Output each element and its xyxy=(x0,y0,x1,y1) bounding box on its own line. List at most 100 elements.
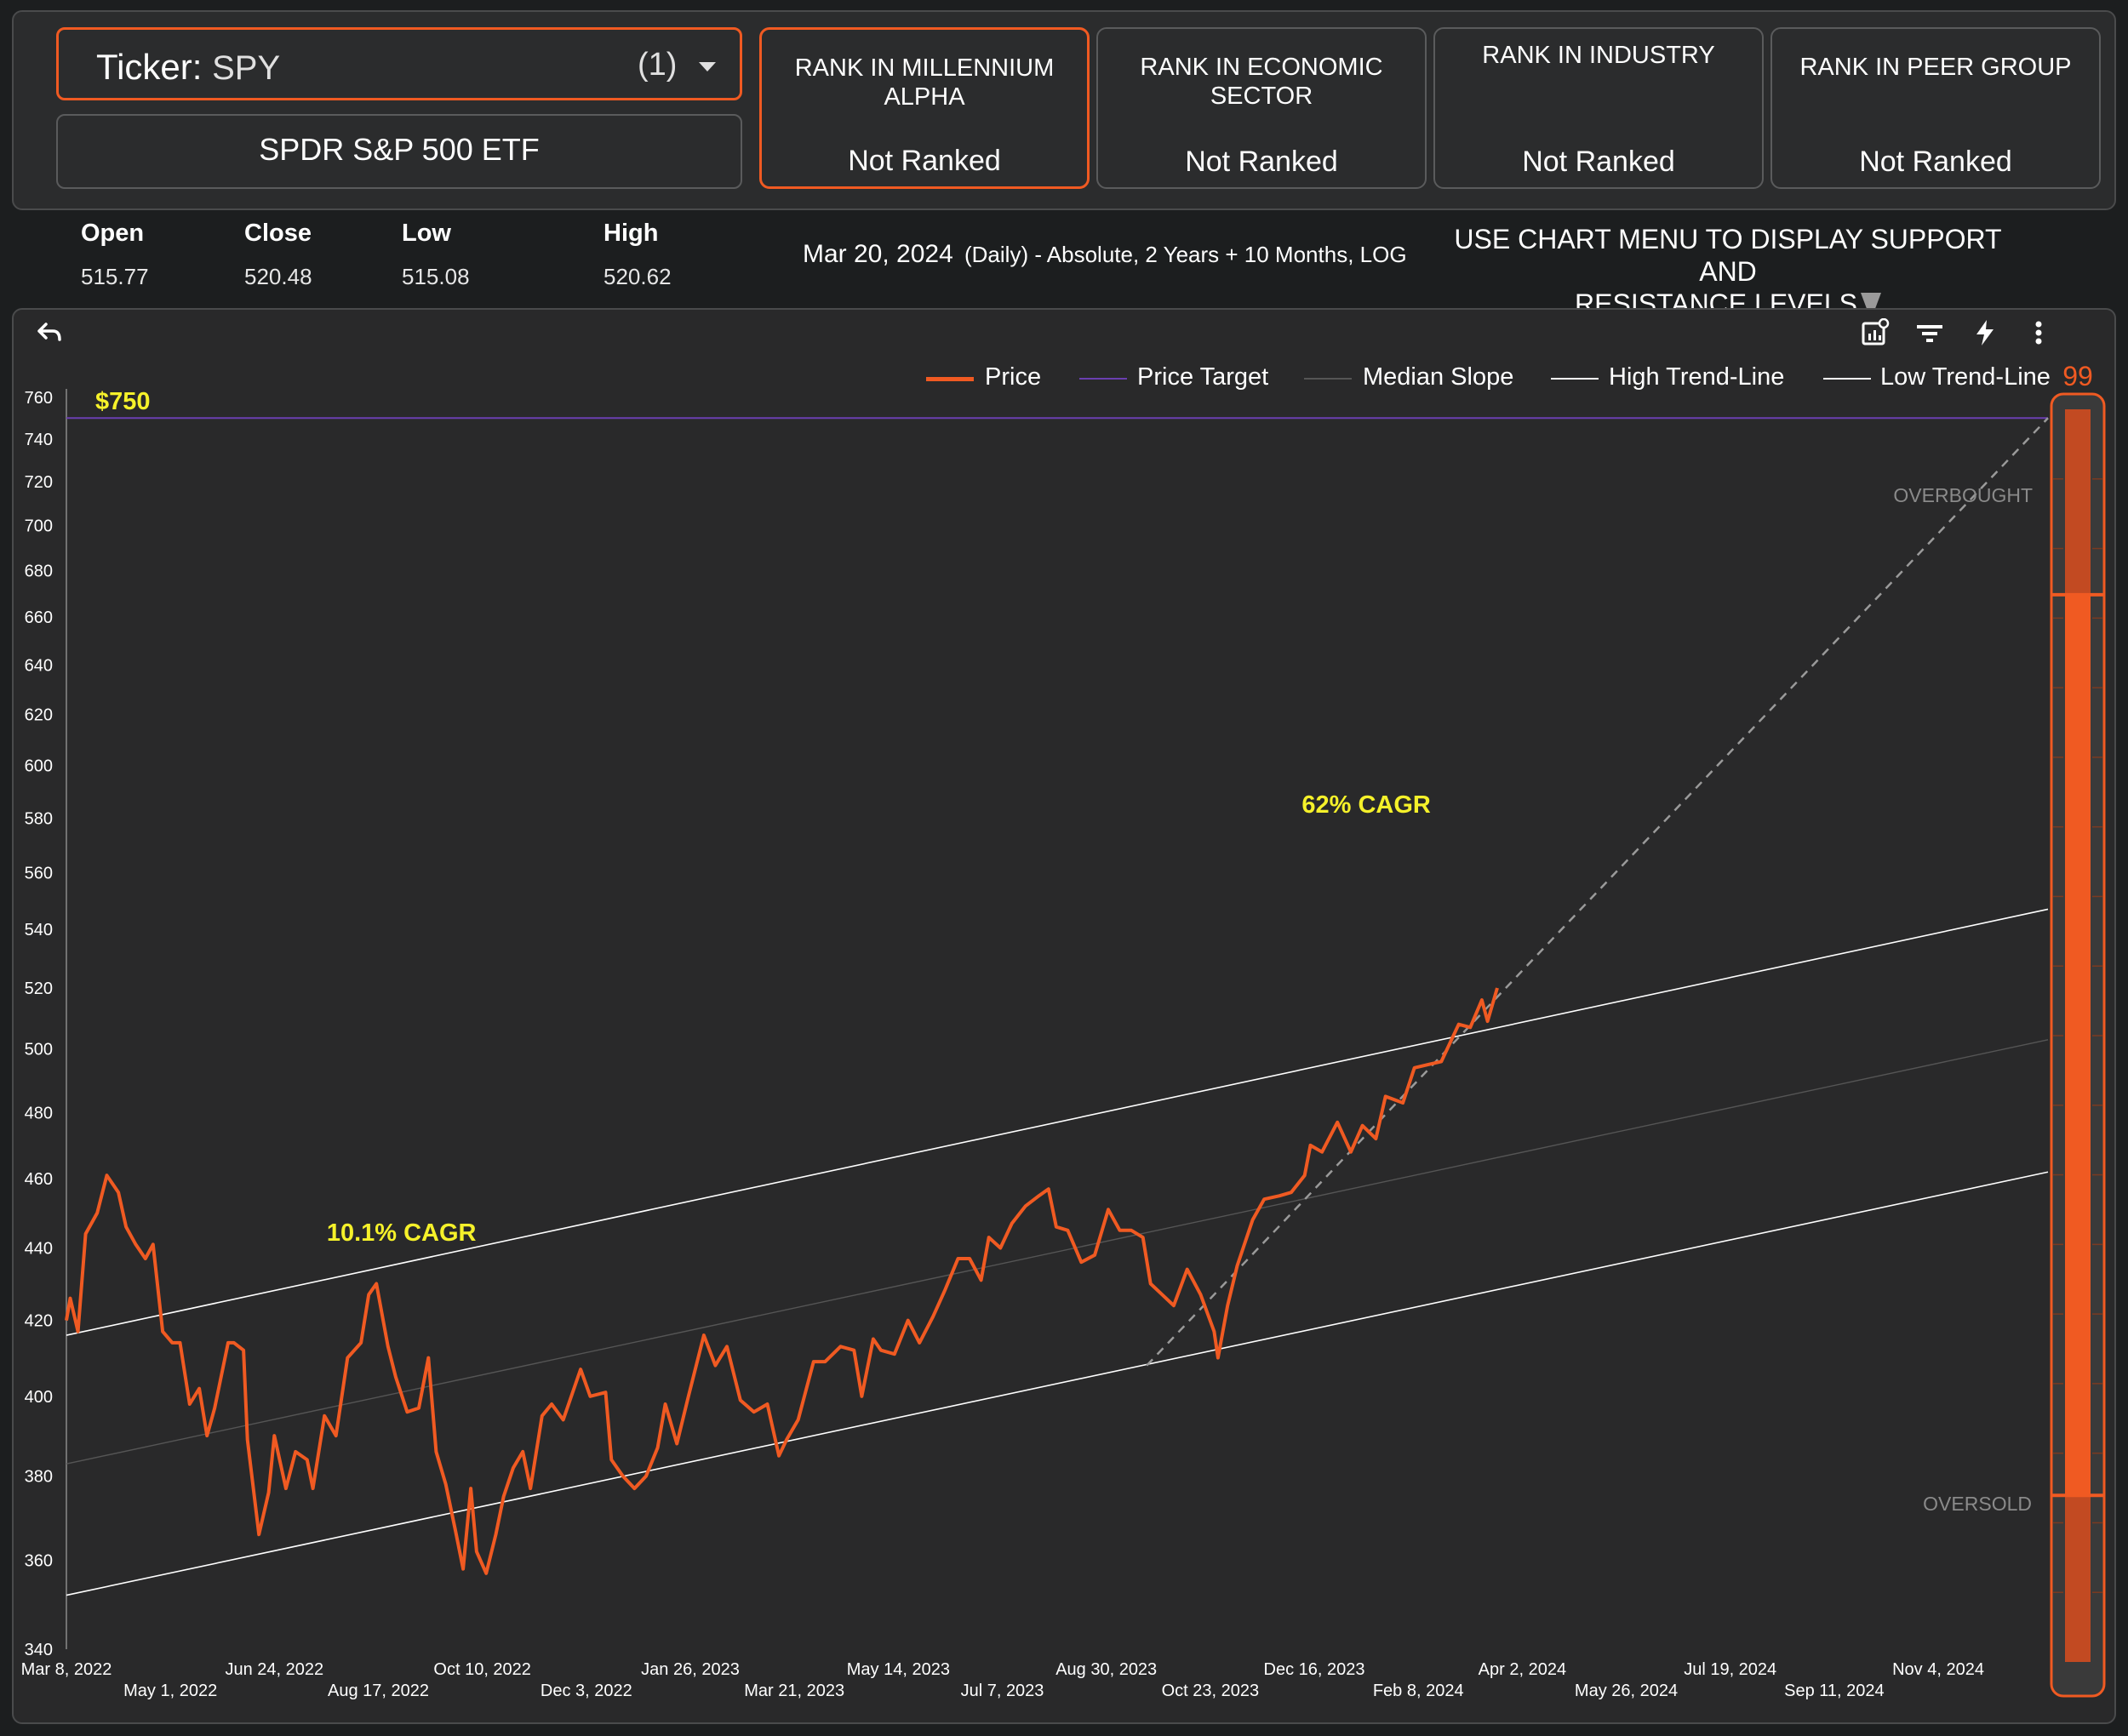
rank-peer-group[interactable]: RANK IN PEER GROUP Not Ranked xyxy=(1770,27,2101,189)
x-tick-label: Apr 2, 2024 xyxy=(1479,1660,1566,1679)
x-tick-label: Feb 8, 2024 xyxy=(1373,1682,1464,1700)
rank-industry[interactable]: RANK IN INDUSTRY Not Ranked xyxy=(1433,27,1764,189)
low-trend-line xyxy=(66,1171,2049,1596)
y-tick-label: 460 xyxy=(25,1170,53,1189)
rank-value: Not Ranked xyxy=(848,145,1001,177)
y-tick-label: 440 xyxy=(25,1239,53,1258)
rank-value: Not Ranked xyxy=(1185,146,1338,178)
lightning-icon[interactable] xyxy=(1973,318,1997,347)
rank-millennium-alpha[interactable]: RANK IN MILLENNIUM ALPHA Not Ranked xyxy=(759,27,1090,189)
filter-icon[interactable] xyxy=(1915,322,1944,345)
rank-title: RANK IN INDUSTRY xyxy=(1482,42,1715,69)
rank-title: RANK IN ECONOMIC SECTOR xyxy=(1140,54,1383,110)
x-tick-label: Dec 3, 2022 xyxy=(541,1682,632,1700)
y-tick-label: 380 xyxy=(25,1468,53,1487)
legend-swatch-price-target xyxy=(1079,378,1127,380)
rank-title: RANK IN PEER GROUP xyxy=(1799,54,2072,81)
high-label: High xyxy=(604,220,659,247)
y-tick-label: 340 xyxy=(25,1641,53,1659)
median-slope-line xyxy=(66,1039,2049,1465)
y-tick-label: 400 xyxy=(25,1388,53,1407)
ticker-label-text: Ticker: xyxy=(96,47,203,87)
x-tick-label: Jul 19, 2024 xyxy=(1684,1660,1776,1679)
price-line[interactable] xyxy=(65,987,1499,1575)
ticker-label: Ticker: SPY xyxy=(96,47,280,88)
close-label: Close xyxy=(244,220,312,247)
x-tick-label: Jul 7, 2023 xyxy=(961,1682,1044,1700)
open-value: 515.77 xyxy=(81,264,149,289)
y-tick-label: 420 xyxy=(25,1312,53,1331)
rank-value: Not Ranked xyxy=(1859,146,2012,178)
more-vertical-icon[interactable] xyxy=(2033,320,2045,347)
legend-high-trend-line[interactable]: High Trend-Line xyxy=(1609,363,1785,391)
x-tick-label: Sep 11, 2024 xyxy=(1784,1682,1885,1700)
fund-name-box: SPDR S&P 500 ETF xyxy=(56,114,742,189)
x-tick-label: Oct 23, 2023 xyxy=(1162,1682,1260,1700)
legend-price[interactable]: Price xyxy=(985,363,1042,391)
chart-date: Mar 20, 2024 xyxy=(803,240,953,268)
high-value: 520.62 xyxy=(604,264,672,289)
overbought-label: OVERBOUGHT xyxy=(1893,484,2033,506)
legend-swatch-price xyxy=(926,377,974,381)
close-value: 520.48 xyxy=(244,264,312,289)
x-tick-label: Aug 30, 2023 xyxy=(1055,1660,1157,1679)
rank-value: Not Ranked xyxy=(1522,146,1675,178)
x-tick-label: May 1, 2022 xyxy=(123,1682,217,1700)
y-tick-label: 640 xyxy=(25,656,53,675)
x-tick-label: Mar 8, 2022 xyxy=(21,1660,112,1679)
ticker-selector[interactable]: Ticker: SPY (1) xyxy=(56,27,742,100)
y-tick-label: 740 xyxy=(25,431,53,449)
y-tick-label: 720 xyxy=(25,473,53,492)
legend-swatch-high-trend xyxy=(1551,378,1599,380)
gauge-fill xyxy=(2065,594,2091,1496)
x-tick-label: Nov 4, 2024 xyxy=(1892,1660,1984,1679)
y-tick-label: 520 xyxy=(25,979,53,998)
oversold-label: OVERSOLD xyxy=(1923,1493,2032,1515)
chart-panel xyxy=(12,308,2116,1724)
high-trend-line xyxy=(66,908,2049,1336)
y-tick-label: 560 xyxy=(25,864,53,882)
rank-economic-sector[interactable]: RANK IN ECONOMIC SECTOR Not Ranked xyxy=(1096,27,1427,189)
y-tick-label: 480 xyxy=(25,1104,53,1122)
low-value: 515.08 xyxy=(402,264,470,289)
chart-description: (Daily) - Absolute, 2 Years + 10 Months,… xyxy=(964,242,1407,267)
x-tick-label: Dec 16, 2023 xyxy=(1264,1660,1365,1679)
chart-settings-icon[interactable] xyxy=(1861,318,1890,347)
cagr-annotation: 62% CAGR xyxy=(1301,791,1431,819)
y-tick-label: 620 xyxy=(25,705,53,724)
legend-price-target[interactable]: Price Target xyxy=(1137,363,1269,391)
rank-title: RANK IN MILLENNIUM ALPHA xyxy=(794,54,1055,111)
gauge-value: 99 xyxy=(2062,361,2093,391)
undo-icon[interactable] xyxy=(34,321,65,346)
y-tick-label: 600 xyxy=(25,757,53,775)
x-tick-label: Oct 10, 2022 xyxy=(433,1660,531,1679)
y-tick-label: 500 xyxy=(25,1041,53,1059)
fund-name: SPDR S&P 500 ETF xyxy=(259,132,540,167)
legend-median-slope[interactable]: Median Slope xyxy=(1363,363,1514,391)
ticker-value: SPY xyxy=(212,49,281,87)
x-tick-label: Jun 24, 2022 xyxy=(226,1660,324,1679)
legend-low-trend-line[interactable]: Low Trend-Line xyxy=(1880,363,2051,391)
cagr-annotation: 10.1% CAGR xyxy=(327,1219,477,1247)
menu-note-line1: USE CHART MENU TO DISPLAY SUPPORT AND xyxy=(1454,224,2002,287)
y-tick-label: 540 xyxy=(25,921,53,939)
y-tick-label: 660 xyxy=(25,608,53,627)
projection-line xyxy=(1146,417,2049,1367)
y-tick-label: 360 xyxy=(25,1551,53,1570)
x-tick-label: May 14, 2023 xyxy=(847,1660,950,1679)
x-tick-label: Mar 21, 2023 xyxy=(744,1682,844,1700)
x-tick-label: Aug 17, 2022 xyxy=(328,1682,429,1700)
low-label: Low xyxy=(402,220,451,247)
y-tick-label: 700 xyxy=(25,517,53,535)
y-tick-label: 680 xyxy=(25,562,53,580)
y-tick-label: 580 xyxy=(25,809,53,828)
x-tick-label: Jan 26, 2023 xyxy=(641,1660,740,1679)
x-tick-label: May 26, 2024 xyxy=(1575,1682,1678,1700)
y-tick-label: 760 xyxy=(25,389,53,408)
legend-swatch-low-trend xyxy=(1823,378,1871,380)
price-target-label: $750 xyxy=(95,388,151,415)
chevron-down-icon[interactable] xyxy=(699,62,716,71)
legend-swatch-median-slope xyxy=(1304,378,1352,380)
ticker-count: (1) xyxy=(638,47,678,83)
